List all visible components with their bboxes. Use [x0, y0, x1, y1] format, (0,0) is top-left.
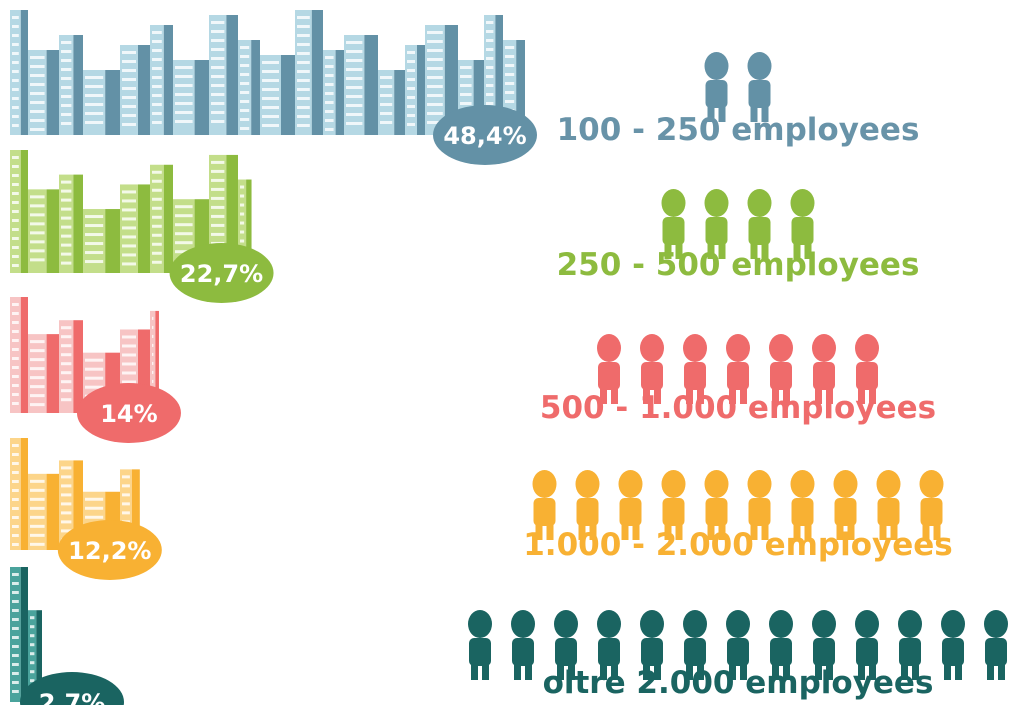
value-label-bubble: 22,7% [169, 243, 274, 303]
building [405, 45, 425, 135]
building [83, 70, 120, 135]
person-icon [769, 334, 793, 404]
building [344, 35, 378, 135]
person-icon [468, 610, 492, 680]
building [83, 209, 120, 273]
value-label-bubble: 14% [76, 383, 181, 443]
building [59, 174, 83, 273]
person-icon [919, 470, 944, 540]
building [120, 184, 150, 273]
building [10, 567, 28, 702]
building [28, 189, 59, 273]
building [28, 334, 59, 413]
person-icon [618, 470, 643, 540]
person-icon [704, 189, 729, 259]
building [173, 60, 209, 135]
bar-1: 22,7% [10, 150, 274, 303]
building [28, 473, 59, 550]
value-label: 2,7% [39, 689, 106, 705]
bar-0: 48,4% [10, 10, 537, 165]
value-label: 14% [100, 400, 157, 428]
building [425, 25, 458, 135]
building [323, 50, 344, 135]
building [59, 35, 83, 135]
category-label: 100 - 250 employees [557, 112, 920, 148]
building [120, 45, 150, 135]
category-label: 500 - 1.000 employees [540, 390, 936, 426]
person-icon [747, 470, 772, 540]
bar-4: 2,7% [10, 567, 124, 705]
category-label: 250 - 500 employees [557, 247, 920, 283]
building [10, 297, 28, 413]
person-icon [726, 610, 750, 680]
person-icon [640, 610, 664, 680]
person-icon [726, 334, 750, 404]
person-icon [640, 334, 664, 404]
person-icon [683, 334, 707, 404]
person-icon [941, 610, 965, 680]
person-icon [704, 470, 729, 540]
building [260, 55, 295, 135]
person-icon [855, 334, 879, 404]
person-icon [833, 470, 858, 540]
person-icon [597, 334, 621, 404]
building [59, 320, 83, 413]
bar-3: 12,2% [10, 438, 162, 580]
value-label-bubble: 48,4% [433, 105, 537, 165]
value-label: 48,4% [443, 122, 526, 150]
person-icon [747, 189, 772, 259]
building [150, 164, 173, 273]
person-icon [898, 610, 922, 680]
value-label-bubble: 12,2% [57, 520, 162, 580]
building [10, 10, 28, 135]
building [10, 150, 28, 273]
person-icon [812, 334, 836, 404]
person-icon [575, 470, 600, 540]
person-icon [597, 610, 621, 680]
building [28, 50, 59, 135]
building [10, 438, 28, 550]
bar-2: 14% [10, 297, 181, 443]
person-icon [855, 610, 879, 680]
building [209, 15, 238, 135]
building [238, 40, 260, 135]
person-icon [876, 470, 901, 540]
person-icon [747, 52, 772, 122]
category-label: 1.000 - 2.000 employees [523, 527, 953, 563]
building [150, 25, 173, 135]
person-icon [790, 470, 815, 540]
person-icon [661, 189, 686, 259]
value-label: 22,7% [180, 260, 263, 288]
building [295, 10, 323, 135]
person-icon [812, 610, 836, 680]
person-icon [661, 470, 686, 540]
person-icon [683, 610, 707, 680]
person-icon [704, 52, 729, 122]
value-label-bubble: 2,7% [20, 672, 124, 705]
person-icon [532, 470, 557, 540]
category-label: oltre 2.000 employees [543, 665, 934, 701]
person-icon [790, 189, 815, 259]
building [378, 70, 405, 135]
person-icon [984, 610, 1008, 680]
person-icon [511, 610, 535, 680]
person-icon [769, 610, 793, 680]
value-label: 12,2% [68, 537, 151, 565]
person-icon [554, 610, 578, 680]
